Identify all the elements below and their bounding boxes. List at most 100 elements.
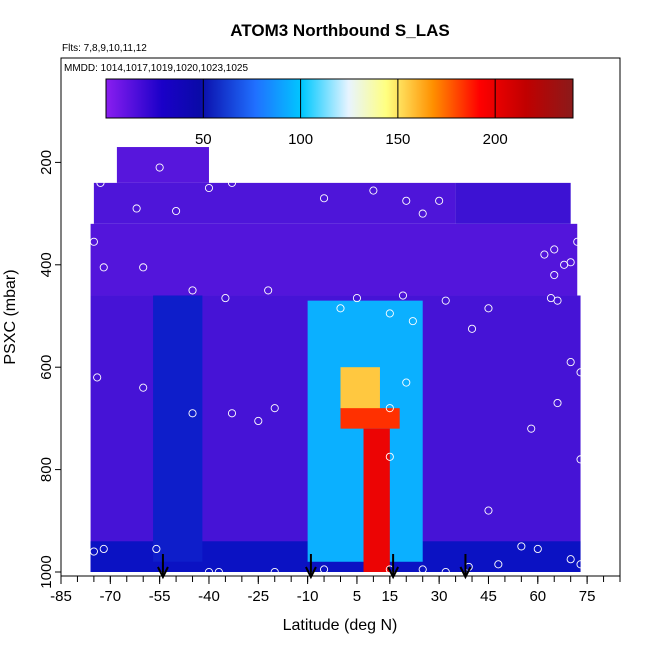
observation-point	[385, 404, 394, 413]
observation-point	[264, 286, 273, 295]
y-tick-label: 400	[38, 252, 55, 277]
chart-annotation: MMDD: 1014,1017,1019,1020,1023,1025	[64, 63, 248, 74]
observation-point	[576, 368, 585, 377]
field-cell	[363, 428, 390, 572]
observation-point	[320, 194, 329, 203]
field-cell	[455, 182, 571, 224]
observation-point	[484, 506, 493, 515]
observation-point	[139, 383, 148, 392]
observation-point	[435, 196, 444, 205]
y-tick-label: 1000	[38, 555, 55, 588]
observation-point	[566, 358, 575, 367]
observation-point	[139, 263, 148, 272]
observation-point	[398, 291, 408, 300]
observation-point	[93, 373, 102, 382]
arrow-marker	[305, 554, 317, 580]
observation-point	[418, 565, 427, 574]
y-tick-label: 800	[38, 457, 55, 482]
observation-point	[89, 237, 98, 246]
observation-point	[408, 317, 417, 326]
y-axis: 200 400 600 800 1000	[38, 150, 61, 589]
observation-point	[204, 183, 214, 193]
x-tick-label: 60	[529, 588, 546, 605]
x-tick-label: 75	[579, 588, 596, 605]
observation-point	[583, 342, 592, 351]
observation-point	[418, 209, 427, 218]
observation-point	[589, 398, 598, 408]
field-cell	[116, 147, 209, 183]
observation-point	[227, 178, 237, 187]
observation-point	[99, 263, 108, 272]
observation-point	[336, 304, 345, 313]
y-tick-label: 200	[38, 150, 55, 175]
observation-point	[270, 404, 279, 413]
observation-point	[402, 196, 411, 205]
field-cell	[153, 295, 203, 562]
observation-point	[540, 250, 549, 259]
colorbar-tick-label: 150	[385, 131, 410, 148]
observation-point	[494, 560, 503, 569]
observation-point	[227, 409, 237, 418]
field-cell	[90, 223, 578, 296]
colorbar-tick-label: 100	[288, 131, 313, 148]
x-tick-label: 15	[381, 588, 398, 605]
observation-point	[533, 544, 542, 554]
flight-arrows	[157, 554, 472, 580]
observation-point	[573, 237, 582, 246]
observation-point	[385, 452, 394, 461]
x-tick-label: -25	[247, 588, 269, 605]
observation-point	[560, 260, 569, 269]
observation-point	[352, 294, 361, 303]
observation-point	[188, 286, 197, 295]
observation-point	[566, 555, 575, 564]
observation-point	[385, 309, 394, 318]
observation-point	[270, 166, 279, 175]
colorbar	[105, 78, 574, 119]
colorbar-ticks: 50 100 150 200	[195, 79, 508, 148]
x-tick-label: 30	[431, 588, 448, 605]
x-tick-label: -85	[50, 588, 72, 605]
chart-subtitle: Flts: 7,8,9,10,11,12	[62, 43, 147, 54]
observation-point	[89, 547, 98, 556]
x-axis: -85 -70 -55 -40 -25 -10 5 15 30 45 60 75	[50, 576, 621, 605]
observation-point	[586, 398, 595, 408]
observation-point	[576, 560, 585, 569]
observation-point	[467, 324, 477, 333]
observation-point	[441, 296, 450, 305]
observation-point	[287, 163, 296, 172]
arrow-marker	[459, 554, 472, 580]
x-tick-label: -40	[198, 588, 220, 605]
observation-point	[320, 158, 329, 167]
observation-point	[96, 160, 105, 170]
observation-point	[188, 409, 197, 418]
chart-title: ATOM3 Northbound S_LAS	[230, 21, 449, 40]
observation-point	[221, 294, 230, 303]
observation-point	[484, 171, 493, 180]
y-axis-label: PSXC (mbar)	[2, 269, 19, 364]
observation-point	[155, 163, 164, 172]
x-axis-label: Latitude (deg N)	[283, 617, 398, 634]
field-cell	[340, 408, 400, 429]
x-tick-label: -55	[149, 588, 171, 605]
observation-point	[369, 186, 378, 195]
arrow-marker	[157, 554, 169, 580]
observation-point	[99, 544, 108, 554]
observation-point	[576, 455, 585, 464]
observation-point	[550, 245, 559, 254]
observation-point	[517, 542, 526, 551]
x-tick-label: 45	[480, 588, 497, 605]
observation-point	[96, 178, 105, 187]
observation-point	[254, 416, 263, 426]
field-cell	[93, 182, 456, 224]
observation-point	[484, 304, 493, 313]
observation-point	[553, 398, 562, 408]
observation-point	[550, 270, 559, 280]
observation-point	[320, 565, 329, 574]
observation-point	[172, 206, 181, 216]
x-tick-label: -70	[99, 588, 121, 605]
x-tick-label: -10	[297, 588, 319, 605]
observation-point	[152, 544, 161, 554]
observation-point	[132, 204, 141, 213]
arrow-marker	[387, 554, 400, 580]
